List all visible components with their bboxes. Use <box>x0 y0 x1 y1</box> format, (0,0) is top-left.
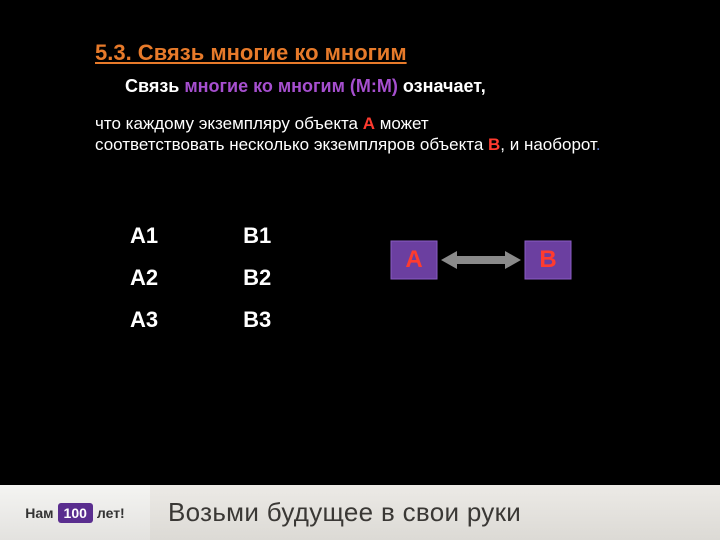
node-a: А <box>390 240 438 280</box>
subtitle-pre: Связь <box>125 76 184 96</box>
node-a-label: А <box>405 246 422 274</box>
list-col-b: В1 В2 В3 <box>243 215 271 341</box>
double-arrow <box>440 240 522 280</box>
footer-slogan: Возьми будущее в свои руки <box>150 485 720 540</box>
footer-badge: Нам 100 лет! <box>0 485 150 540</box>
badge-post: лет! <box>97 505 125 521</box>
badge-pre: Нам <box>25 505 53 521</box>
body-A: А <box>363 114 375 133</box>
node-b-label: В <box>539 246 556 274</box>
body-l2-pre: соответствовать несколько экземпляров об… <box>95 135 488 154</box>
list-item: А1 <box>130 215 158 257</box>
list-item: А2 <box>130 257 158 299</box>
double-arrow-icon <box>441 249 521 271</box>
subtitle-line: Связь многие ко многим (М:М) означает, <box>125 76 670 97</box>
body-B: В <box>488 135 500 154</box>
list-item: В2 <box>243 257 271 299</box>
body-l1-post: может <box>375 114 429 133</box>
body-l2-post: , и <box>500 135 524 154</box>
node-b: В <box>524 240 572 280</box>
example-lists: А1 А2 А3 В1 В2 В3 <box>130 215 271 341</box>
list-item: В3 <box>243 299 271 341</box>
list-item: В1 <box>243 215 271 257</box>
body-l1-pre: что каждому экземпляру объекта <box>95 114 363 133</box>
list-item: А3 <box>130 299 158 341</box>
subtitle-term: многие ко многим (М:М) <box>184 76 398 96</box>
slide-heading: 5.3. Связь многие ко многим <box>95 40 670 66</box>
badge-number: 100 <box>58 503 93 523</box>
subtitle-post: означает, <box>398 76 486 96</box>
relation-diagram: А В <box>390 240 572 280</box>
footer-bar: Нам 100 лет! Возьми будущее в свои руки <box>0 485 720 540</box>
body-text: что каждому экземпляру объекта А может с… <box>95 113 670 156</box>
body-naob: наоборот <box>524 135 596 154</box>
body-dot: . <box>596 135 601 154</box>
list-col-a: А1 А2 А3 <box>130 215 158 341</box>
